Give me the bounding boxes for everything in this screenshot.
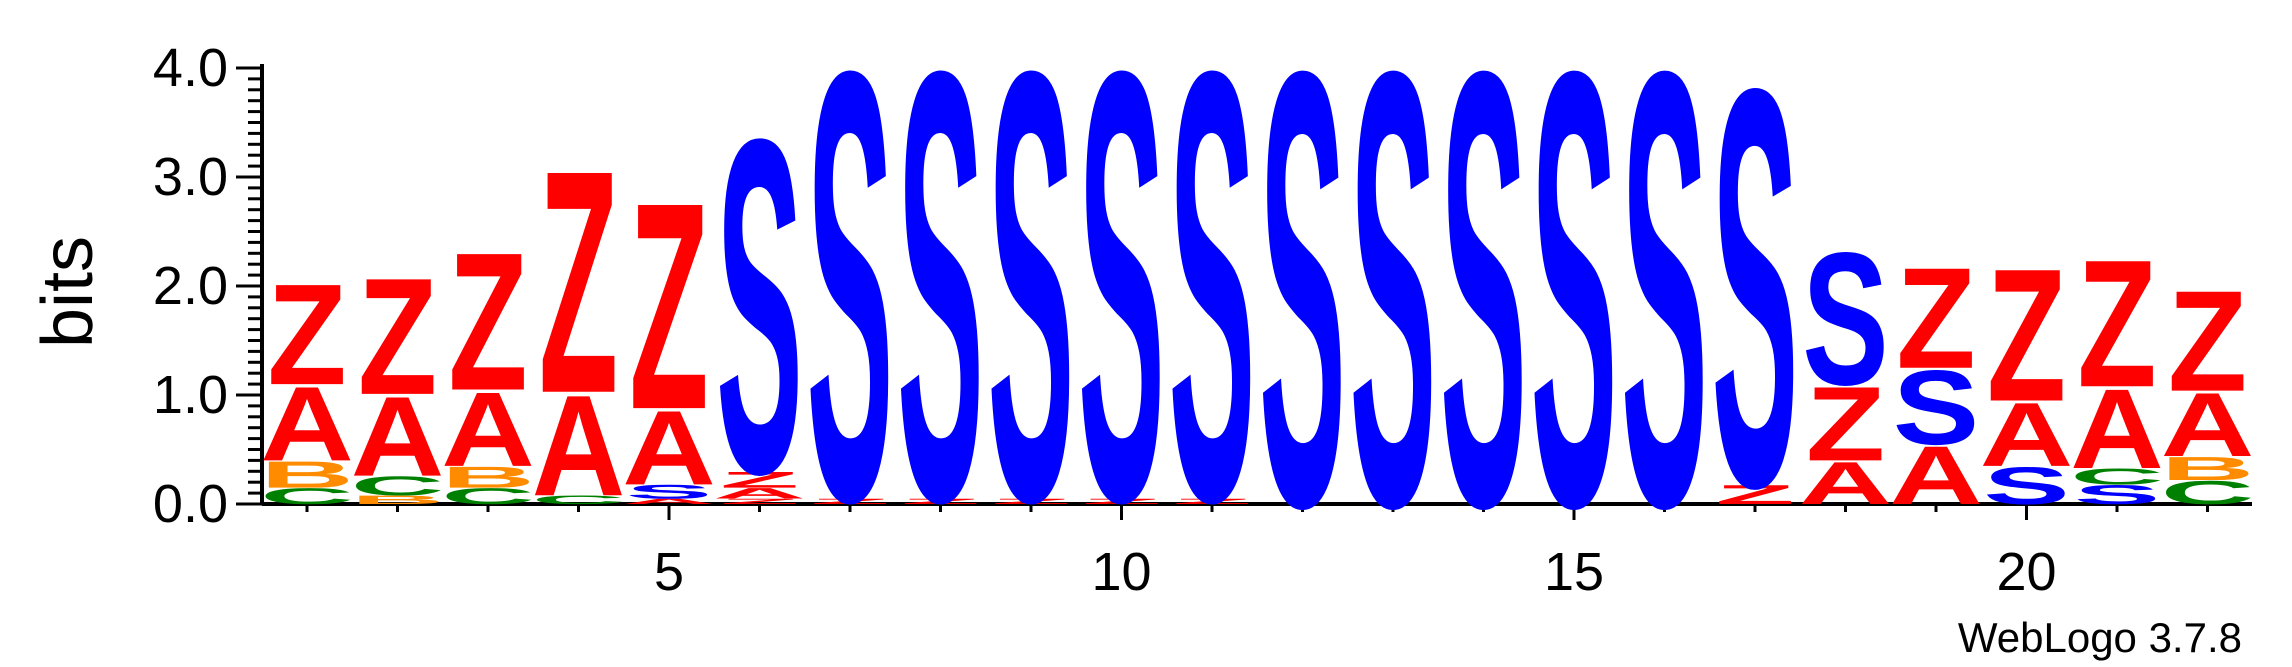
logo-letter: A xyxy=(532,366,626,527)
logo-letter: Z xyxy=(1806,366,1885,484)
logo-letter: Z xyxy=(448,212,527,432)
logo-letter: A xyxy=(1799,450,1893,518)
logo-letter: S xyxy=(1802,214,1889,425)
logo-letter: Z xyxy=(901,497,980,505)
logo-letter: Z xyxy=(629,143,708,472)
logo-letter: Z xyxy=(720,497,799,505)
y-tick-label: 0.0 xyxy=(153,474,228,534)
logo-letter: Z xyxy=(1987,230,2066,441)
logo-letter: A xyxy=(260,366,354,484)
weblogo-credit: WebLogo 3.7.8 xyxy=(1958,614,2242,661)
logo-letter: S xyxy=(988,0,1075,629)
x-tick-label: 20 xyxy=(1996,542,2056,602)
logo-letter: S xyxy=(1621,0,1707,637)
logo-letter: A xyxy=(622,497,716,505)
logo-letter: S xyxy=(1259,0,1345,637)
logo-letter: Z xyxy=(2168,261,2247,422)
logo-letter: S xyxy=(1350,0,1436,637)
logo-letter: Z xyxy=(1715,479,1794,510)
logo-letter: S xyxy=(1169,0,1256,629)
logo-letter: A xyxy=(1980,384,2074,485)
logo-letter: S xyxy=(1531,0,1617,637)
logo-letter: S xyxy=(626,481,713,503)
y-tick-label: 3.0 xyxy=(153,147,228,207)
logo-letter: S xyxy=(1440,0,1526,637)
logo-letter: Z xyxy=(810,497,889,505)
y-tick-label: 1.0 xyxy=(153,365,228,425)
logo-letter: C xyxy=(2070,464,2164,489)
x-tick-label: 15 xyxy=(1544,542,1604,602)
logo-letter: Z xyxy=(720,467,799,492)
logo-letter: A xyxy=(2070,366,2164,493)
y-axis: 0.0 1.0 2.0 3.0 4.0 xyxy=(153,38,264,534)
x-tick-label: 10 xyxy=(1091,542,1151,602)
logo-letter: A xyxy=(622,390,716,508)
logo-letter: S xyxy=(716,41,802,573)
logo-letter: S xyxy=(1078,0,1165,629)
logo-letter: Z xyxy=(358,243,437,429)
logo-letter: A xyxy=(1889,429,1983,522)
logo-letter: B xyxy=(260,454,354,496)
x-axis: 5 10 15 20 xyxy=(262,502,2252,602)
logo-letter: S xyxy=(1893,349,1979,467)
logo-letter: S xyxy=(2074,479,2160,510)
logo-letter: B xyxy=(2161,450,2255,487)
logo-letter: Z xyxy=(2077,223,2156,426)
logo-letter: Z xyxy=(1896,239,1975,400)
logo-letter: S xyxy=(807,0,894,629)
logo-letter: C xyxy=(260,484,354,509)
logo-letter: C xyxy=(2161,474,2255,511)
y-tick-label: 4.0 xyxy=(153,38,228,98)
y-axis-label: bits xyxy=(28,236,108,348)
logo-letter: Z xyxy=(539,105,618,460)
logo-letter: C xyxy=(441,484,535,509)
logo-letter: Z xyxy=(1082,497,1161,505)
logo-letter: B xyxy=(351,493,445,507)
logo-letter: A xyxy=(713,485,807,502)
logo-letter: A xyxy=(441,371,535,489)
logo-letter: A xyxy=(2161,374,2255,475)
y-tick-label: 2.0 xyxy=(153,256,228,316)
x-tick-label: 5 xyxy=(654,542,684,602)
logo-letter: S xyxy=(1983,456,2070,515)
logo-letter: B xyxy=(441,460,535,494)
logo-letter: C xyxy=(351,471,445,502)
logo-letter: A xyxy=(351,373,445,500)
logo-letter: S xyxy=(897,0,984,629)
logo-letter: C xyxy=(532,493,626,507)
logo-letter: Z xyxy=(1172,497,1251,505)
logo-letter: Z xyxy=(267,255,346,416)
logo-letter: S xyxy=(1712,0,1799,606)
logo-letter: Z xyxy=(991,497,1070,505)
